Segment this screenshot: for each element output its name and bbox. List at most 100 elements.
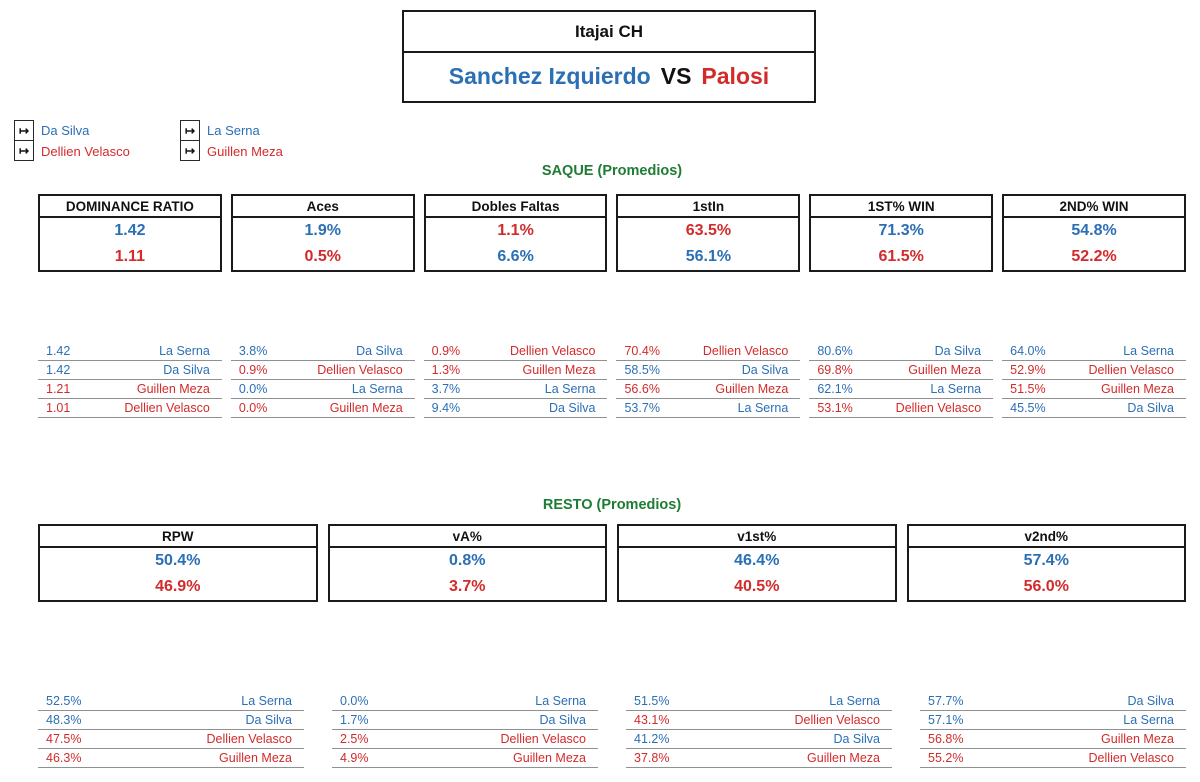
player1-name: Sanchez Izquierdo <box>448 63 651 89</box>
ranking-row: 48.3% Da Silva <box>38 711 304 730</box>
section-heading-saque: SAQUE (Promedios) <box>541 163 683 179</box>
stat-value-top: 1.1% <box>497 222 534 239</box>
ranking-value: 80.6% <box>817 344 853 358</box>
ranking-value: 3.8% <box>238 344 268 358</box>
stat-label: v1st% <box>619 526 895 548</box>
stat-label: Dobles Faltas <box>425 196 606 218</box>
ranking-row: 0.9% Dellien Velasco <box>230 361 415 380</box>
ranking-value: 53.7% <box>624 401 660 415</box>
ranking-row: 57.7% Da Silva <box>920 692 1186 711</box>
ranking-player-name: Dellien Velasco <box>500 732 586 746</box>
stat-box-dobles-faltas: Dobles Faltas 1.1% 6.6% <box>423 194 608 272</box>
stat-box-rpw: RPW 50.4% 46.9% <box>38 524 318 602</box>
ranking-list-1st-win: 80.6% Da Silva 69.8% Guillen Meza 62.1% La Se… <box>809 342 994 418</box>
stat-value-bottom: 6.6% <box>497 248 534 265</box>
stat-value-top: 63.5% <box>685 222 732 239</box>
ranking-player-name: Guillen Meza <box>1101 732 1174 746</box>
ranking-player-name: Guillen Meza <box>219 751 292 765</box>
ranking-player-name: Guillen Meza <box>715 382 789 396</box>
ranking-player-name: Da Silva <box>934 344 982 358</box>
ranking-row: 0.0% La Serna <box>332 692 598 711</box>
ranking-row: 3.7% La Serna <box>423 380 608 399</box>
section-heading-resto: RESTO (Promedios) <box>542 497 682 513</box>
stat-label: 1ST% WIN <box>811 196 992 218</box>
ranking-row: 1.3% Guillen Meza <box>423 361 608 380</box>
ranking-value: 1.21 <box>46 382 71 396</box>
ranking-value: 43.1% <box>634 713 670 727</box>
ranking-row: 51.5% Guillen Meza <box>1002 380 1186 399</box>
stat-value-bottom: 1.11 <box>114 248 146 265</box>
ranking-row: 41.2% Da Silva <box>626 730 892 749</box>
stat-values: 63.5% 56.1% <box>618 218 798 270</box>
ranking-list-v2nd: 57.7% Da Silva 57.1% La Serna 56.8% Guillen M… <box>920 692 1186 768</box>
ranking-value: 41.2% <box>634 732 670 746</box>
ranking-list-v1st: 51.5% La Serna 43.1% Dellien Velasco 41.2% Da… <box>626 692 892 768</box>
stat-values: 1.9% 0.5% <box>233 218 413 270</box>
legend-player-label: Dellien Velasco <box>41 144 130 159</box>
stat-box-1stin: 1stIn 63.5% 56.1% <box>616 194 801 272</box>
ranking-player-name: La Serna <box>241 694 292 708</box>
ranking-player-name: La Serna <box>159 344 210 358</box>
ranking-row: 52.5% La Serna <box>38 692 304 711</box>
ranking-value: 70.4% <box>624 344 660 358</box>
stat-label: 1stIn <box>618 196 799 218</box>
ranking-value: 0.9% <box>431 344 461 358</box>
ranking-value: 1.42 <box>46 363 71 377</box>
ranking-row: 64.0% La Serna <box>1002 342 1186 361</box>
ranking-value: 37.8% <box>634 751 670 765</box>
stat-box-va: vA% 0.8% 3.7% <box>327 524 607 602</box>
ranking-value: 52.9% <box>1010 363 1046 377</box>
ranking-player-name: Guillen Meza <box>807 751 880 765</box>
ranking-player-name: Guillen Meza <box>522 363 596 377</box>
stat-value-bottom: 46.9% <box>155 578 201 595</box>
stat-value-bottom: 0.5% <box>304 248 341 265</box>
ranking-player-name: La Serna <box>737 401 789 415</box>
stat-value-top: 0.8% <box>449 552 486 569</box>
legend-group-2: ↦ ↦ La Serna Guillen Meza <box>180 120 283 162</box>
ranking-value: 62.1% <box>817 382 853 396</box>
stat-values: 1.1% 6.6% <box>426 218 606 270</box>
ranking-row: 47.5% Dellien Velasco <box>38 730 304 749</box>
legend-player-label: Guillen Meza <box>207 144 283 159</box>
ranking-value: 58.5% <box>624 363 660 377</box>
link-arrow-icon[interactable]: ↦ <box>180 140 200 161</box>
link-arrow-icon[interactable]: ↦ <box>180 120 200 141</box>
ranking-player-name: Dellien Velasco <box>317 363 403 377</box>
stat-values: 1.42 1.11 <box>40 218 220 270</box>
stat-value-bottom: 56.0% <box>1023 578 1069 595</box>
ranking-row: 62.1% La Serna <box>809 380 994 399</box>
link-arrow-icon[interactable]: ↦ <box>14 140 34 161</box>
ranking-list-rpw: 52.5% La Serna 48.3% Da Silva 47.5% Dellien V… <box>38 692 304 768</box>
legend-arrow-stack: ↦ ↦ <box>180 120 200 161</box>
match-header-box: Itajai CH Sanchez Izquierdo VS Palosi <box>402 10 816 103</box>
ranking-value: 51.5% <box>1010 382 1046 396</box>
ranking-row: 57.1% La Serna <box>920 711 1186 730</box>
stat-box-v1st: v1st% 46.4% 40.5% <box>617 524 897 602</box>
ranking-row: 0.0% Guillen Meza <box>230 399 415 418</box>
ranking-value: 55.2% <box>928 751 964 765</box>
ranking-player-name: Da Silva <box>245 713 292 727</box>
ranking-value: 46.3% <box>46 751 82 765</box>
saque-ranking-lists: 1.42 La Serna 1.42 Da Silva 1.21 Guillen Meza… <box>38 342 1186 418</box>
ranking-value: 56.6% <box>624 382 660 396</box>
ranking-player-name: Guillen Meza <box>1101 382 1174 396</box>
ranking-player-name: Dellien Velasco <box>895 401 982 415</box>
ranking-row: 4.9% Guillen Meza <box>332 749 598 768</box>
ranking-row: 46.3% Guillen Meza <box>38 749 304 768</box>
ranking-row: 53.1% Dellien Velasco <box>809 399 994 418</box>
stat-value-bottom: 40.5% <box>734 578 780 595</box>
ranking-player-name: Dellien Velasco <box>702 344 789 358</box>
ranking-player-name: Guillen Meza <box>329 401 403 415</box>
stat-value-top: 57.4% <box>1023 552 1069 569</box>
ranking-value: 56.8% <box>928 732 964 746</box>
ranking-value: 1.3% <box>431 363 461 377</box>
ranking-value: 4.9% <box>340 751 369 765</box>
link-arrow-icon[interactable]: ↦ <box>14 120 34 141</box>
legend-player-label: Da Silva <box>41 123 90 138</box>
legend-player-label: La Serna <box>207 123 260 138</box>
ranking-player-name: Dellien Velasco <box>794 713 880 727</box>
ranking-player-name: Da Silva <box>539 713 586 727</box>
ranking-row: 1.21 Guillen Meza <box>38 380 222 399</box>
ranking-value: 1.01 <box>46 401 71 415</box>
ranking-row: 37.8% Guillen Meza <box>626 749 892 768</box>
